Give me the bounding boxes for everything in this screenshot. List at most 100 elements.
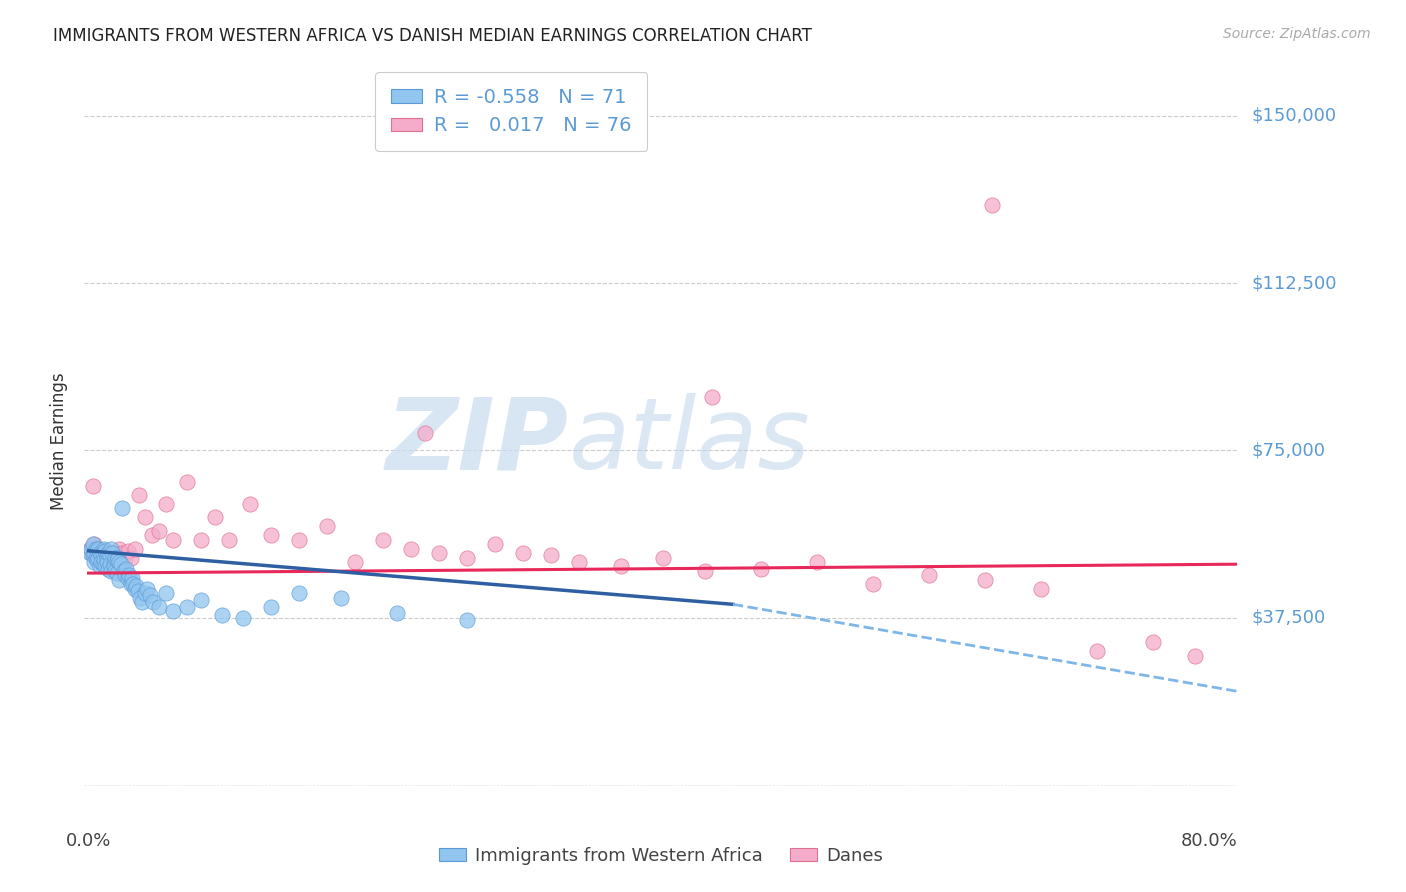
Point [82, 537, 104, 551]
Point [260, 599, 283, 614]
Point [98, 548, 121, 563]
Text: $150,000: $150,000 [1251, 107, 1336, 125]
Point [82, 479, 104, 493]
Point [162, 604, 184, 618]
Point [162, 533, 184, 547]
Point [93, 552, 115, 567]
Point [115, 562, 138, 576]
Point [427, 546, 450, 560]
Text: IMMIGRANTS FROM WESTERN AFRICA VS DANISH MEDIAN EARNINGS CORRELATION CHART: IMMIGRANTS FROM WESTERN AFRICA VS DANISH… [53, 27, 813, 45]
Point [89, 546, 111, 560]
Point [385, 607, 408, 621]
Point [105, 552, 128, 567]
Point [1085, 644, 1108, 658]
Point [918, 568, 941, 582]
Point [87, 541, 110, 556]
Point [260, 528, 283, 542]
Point [371, 533, 394, 547]
Text: Source: ZipAtlas.com: Source: ZipAtlas.com [1223, 27, 1371, 41]
Point [862, 577, 884, 591]
Point [96, 555, 118, 569]
Point [981, 198, 1004, 212]
Point [1142, 635, 1164, 649]
Point [111, 546, 134, 560]
Point [232, 611, 254, 625]
Point [80, 541, 103, 556]
Point [79, 546, 101, 560]
Point [148, 524, 170, 538]
Point [120, 550, 142, 565]
Point [84, 546, 107, 560]
Point [287, 533, 309, 547]
Text: $75,000: $75,000 [1251, 442, 1326, 459]
Point [512, 546, 534, 560]
Point [124, 541, 146, 556]
Point [89, 559, 111, 574]
Point [80, 546, 103, 560]
Point [131, 595, 153, 609]
Text: $37,500: $37,500 [1251, 608, 1326, 627]
Point [118, 568, 141, 582]
Point [103, 550, 125, 565]
Point [148, 599, 170, 614]
Text: $112,500: $112,500 [1251, 274, 1337, 293]
Point [239, 497, 262, 511]
Point [329, 591, 352, 605]
Text: atlas: atlas [568, 393, 810, 490]
Point [108, 555, 131, 569]
Point [112, 564, 135, 578]
Point [82, 548, 104, 563]
Point [700, 390, 723, 404]
Point [122, 577, 145, 591]
Point [134, 586, 156, 600]
Point [101, 552, 124, 567]
Point [155, 586, 177, 600]
Point [610, 559, 633, 574]
Point [101, 546, 124, 560]
Point [127, 584, 149, 599]
Point [176, 475, 198, 489]
Point [111, 501, 134, 516]
Point [218, 533, 240, 547]
Point [104, 564, 127, 578]
Point [117, 571, 139, 585]
Point [129, 591, 152, 605]
Point [83, 546, 105, 560]
Point [91, 546, 114, 560]
Point [108, 573, 131, 587]
Point [100, 564, 122, 578]
Point [90, 548, 112, 563]
Point [114, 550, 136, 565]
Point [105, 550, 128, 565]
Point [540, 548, 562, 563]
Point [87, 550, 110, 565]
Point [121, 571, 143, 585]
Point [91, 557, 114, 572]
Point [806, 555, 828, 569]
Point [120, 577, 142, 591]
Point [343, 555, 366, 569]
Legend: Immigrants from Western Africa, Danes: Immigrants from Western Africa, Danes [432, 840, 890, 872]
Point [399, 541, 422, 556]
Point [86, 543, 108, 558]
Point [104, 550, 127, 565]
Point [974, 573, 997, 587]
Point [108, 541, 131, 556]
Point [96, 550, 118, 565]
Point [97, 555, 120, 569]
Point [83, 537, 105, 551]
Point [86, 552, 108, 567]
Point [117, 543, 139, 558]
Point [105, 566, 128, 581]
Point [96, 548, 118, 563]
Point [91, 543, 114, 558]
Point [90, 550, 112, 565]
Point [484, 537, 506, 551]
Point [84, 541, 107, 556]
Point [97, 562, 120, 576]
Point [456, 550, 478, 565]
Point [568, 555, 591, 569]
Point [124, 582, 146, 596]
Point [136, 582, 159, 596]
Point [94, 546, 117, 560]
